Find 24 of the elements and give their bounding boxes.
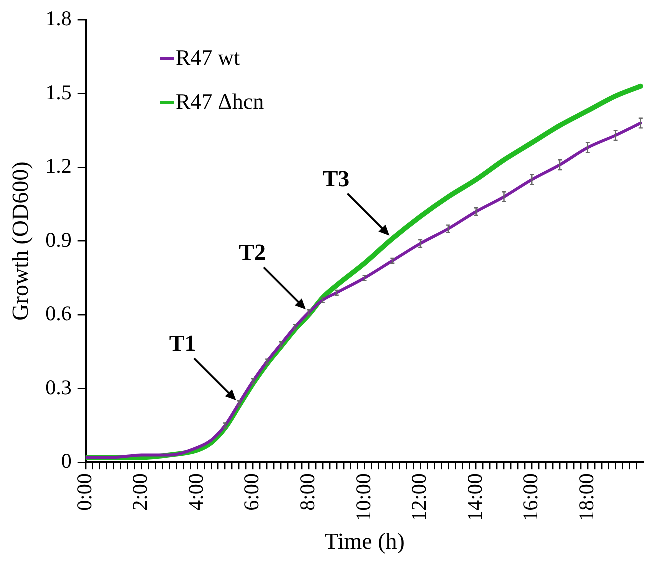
y-tick-label: 0.6	[46, 302, 72, 326]
annotation: T1	[169, 330, 196, 356]
x-tick-label: 14:00	[462, 474, 487, 522]
y-axis-title: Growth (OD600)	[8, 162, 33, 321]
x-tick-label: 8:00	[296, 474, 320, 511]
y-tick-label: 1.5	[46, 80, 72, 104]
x-tick-label: 6:00	[240, 474, 264, 511]
x-tick-label: 16:00	[518, 474, 543, 522]
y-tick-label: 1.8	[46, 6, 72, 31]
x-axis-title: Time (h)	[324, 529, 405, 554]
x-tick-label: 0:00	[72, 474, 96, 511]
x-tick-label: 18:00	[574, 474, 598, 522]
annotation: T3	[322, 166, 350, 192]
y-tick-label: 0	[61, 449, 72, 474]
y-tick-label: 0.9	[46, 228, 72, 252]
x-tick-label: 4:00	[184, 474, 208, 511]
legend-label: R47 wt	[176, 45, 240, 71]
x-tick-label: 12:00	[407, 474, 432, 522]
legend-label: R47 Δhcn	[176, 89, 264, 115]
x-tick-label: 10:00	[351, 474, 376, 522]
x-tick-label: 2:00	[128, 474, 152, 511]
annotation: T2	[239, 240, 266, 266]
y-tick-label: 0.3	[46, 375, 72, 400]
y-tick-label: 1.2	[46, 154, 72, 178]
